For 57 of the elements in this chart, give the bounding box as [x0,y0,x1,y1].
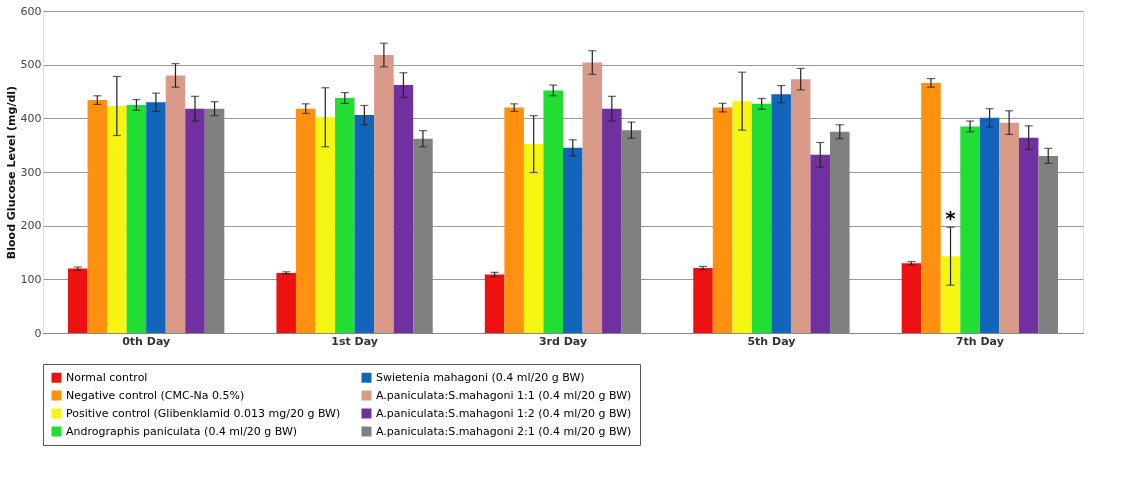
bar [68,268,88,333]
bar [563,147,583,333]
bar [901,263,922,333]
y-tick-label: 0 [34,326,42,340]
bar [1018,137,1039,333]
bar [165,75,186,333]
bar [751,103,772,333]
legend-label: A.paniculata:S.mahagoni 1:2 (0.4 ml/20 g BW) [376,406,632,420]
bar [582,62,603,333]
x-tick-label: 0th Day [122,334,171,348]
bar [185,108,205,333]
bar [999,122,1019,333]
legend-label: Andrographis paniculata (0.4 ml/20 g BW) [66,424,298,438]
x-tick-label: 3rd Day [538,334,588,348]
y-tick-label: 300 [20,165,42,179]
bar [940,256,961,333]
bar [335,97,355,333]
legend-label: Swietenia mahagoni (0.4 ml/20 g BW) [376,370,585,384]
legend-label: A.paniculata:S.mahagoni 1:1 (0.4 ml/20 g BW) [376,388,632,402]
bar [295,108,316,333]
bar [126,104,147,333]
bar [771,94,791,333]
bar [712,107,733,333]
bar [543,90,563,333]
bar [790,79,811,333]
legend-label: Positive control (Glibenklamid 0.013 mg/20 g BW) [66,406,341,420]
bar [810,154,831,333]
bar [374,55,394,333]
bar [602,108,622,333]
y-tick-label: 200 [20,219,42,233]
legend-label: Normal control [66,370,148,384]
bar [523,144,544,333]
bar [979,117,1000,333]
bar [504,107,524,333]
y-tick-label: 100 [20,272,42,286]
y-tick-label: 400 [20,111,42,125]
x-tick-label: 1st Day [331,334,378,348]
bar [732,101,752,333]
bar [960,126,980,333]
x-tick-label: 5th Day [747,334,796,348]
bar [921,82,941,333]
bar [393,85,414,333]
legend-label: A.paniculata:S.mahagoni 2:1 (0.4 ml/20 g BW) [376,424,632,438]
y-tick-label: 500 [20,58,42,72]
bar [484,274,505,333]
x-tick-label: 7th Day [955,334,1004,348]
annotation: * [945,206,957,231]
bar [693,268,713,333]
bar [146,102,166,333]
bar [276,272,296,333]
y-tick-label: 600 [20,4,42,18]
bar [87,100,108,333]
y-axis-title: Blood Glucose Level (mg/dl) [4,85,18,260]
bar [107,105,127,333]
legend-label: Negative control (CMC-Na 0.5%) [66,388,245,402]
bar [354,115,375,333]
bar [315,117,336,333]
